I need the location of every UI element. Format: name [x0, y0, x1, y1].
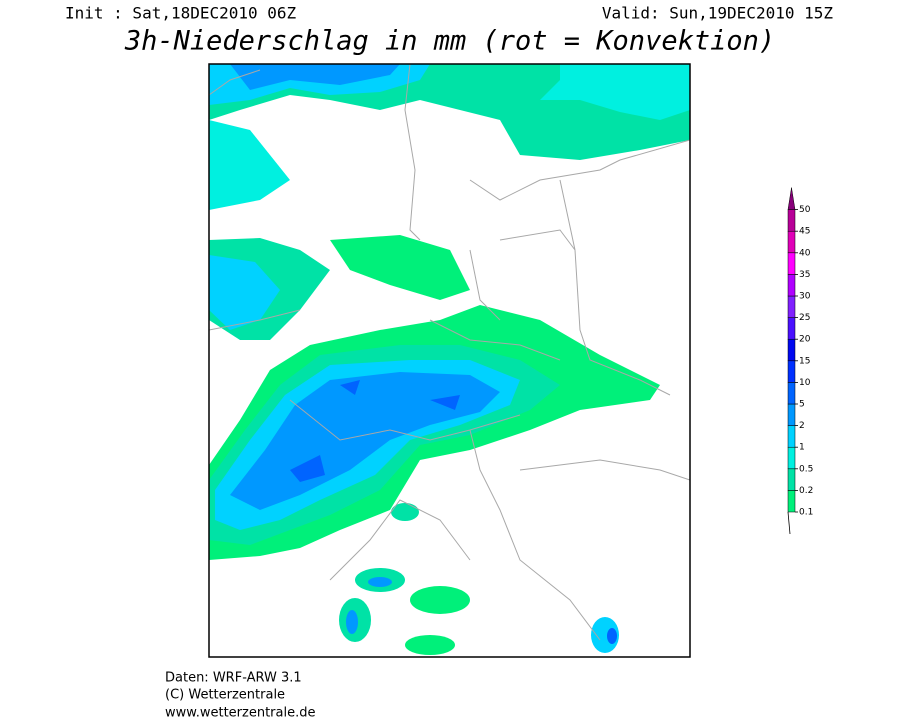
colorbar-tick-label: 20 — [799, 335, 811, 345]
map-frame — [208, 63, 691, 658]
colorbar-extend-low — [787, 511, 791, 535]
colorbar-extend — [787, 187, 796, 210]
colorbar-band — [787, 490, 796, 513]
colorbar-tick-label: 50 — [799, 205, 811, 215]
colorbar-tick-label: 1 — [799, 443, 805, 453]
init-time: Init : Sat,18DEC2010 06Z — [65, 4, 297, 23]
colorbar-band — [787, 425, 796, 448]
colorbar-tick-label: 0.5 — [799, 464, 813, 474]
footer-line: Daten: WRF-ARW 3.1 — [165, 671, 302, 686]
colorbar-band — [787, 446, 796, 470]
colorbar-band — [787, 274, 796, 297]
colorbar-tick-label: 25 — [799, 313, 810, 323]
colorbar-band — [787, 468, 796, 491]
colorbar-band — [787, 295, 796, 318]
colorbar-tick-label: 35 — [799, 270, 810, 280]
colorbar-tick-label: 40 — [799, 248, 811, 258]
colorbar-band — [787, 382, 796, 405]
colorbar-tick-label: 45 — [799, 227, 810, 237]
colorbar-band — [787, 360, 796, 383]
map-area — [209, 64, 690, 657]
colorbar-tick-label: 30 — [799, 292, 811, 302]
colorbar-band — [787, 252, 796, 275]
colorbar-tick-label: 15 — [799, 356, 810, 366]
colorbar-band — [787, 209, 796, 232]
footer-line: www.wetterzentrale.de — [165, 706, 315, 721]
colorbar-tick-label: 0.1 — [799, 508, 813, 518]
colorbar-band — [787, 230, 796, 254]
valid-time: Valid: Sun,19DEC2010 15Z — [602, 4, 834, 23]
colorbar-band — [787, 403, 796, 426]
map-title: 3h-Niederschlag in mm (rot = Konvektion) — [124, 26, 775, 57]
colorbar-tick-label: 5 — [799, 400, 805, 410]
colorbar-tick-label: 2 — [799, 421, 805, 431]
footer-line: (C) Wetterzentrale — [165, 688, 285, 703]
colorbar-band — [787, 317, 796, 340]
colorbar-tick-label: 0.2 — [799, 486, 813, 496]
colorbar-tick-label: 10 — [799, 378, 811, 388]
colorbar-band — [787, 338, 796, 362]
